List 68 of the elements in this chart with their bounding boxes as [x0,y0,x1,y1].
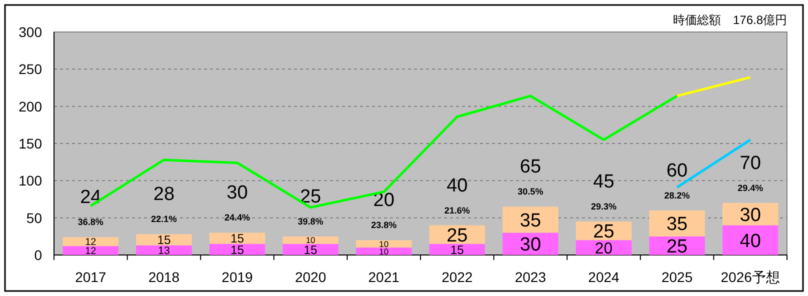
data-label: 15 [304,242,318,257]
x-tick-label: 2022 [442,269,473,285]
total-label: 40 [446,175,468,196]
y-tick-label: 100 [18,172,42,189]
data-label: 15 [157,233,171,248]
total-label: 65 [520,156,542,178]
total-label: 28 [153,184,175,206]
bar [136,234,192,246]
x-tick-label: 2023 [514,269,546,285]
bar [649,210,705,236]
x-tick-label: 2024 [588,269,620,285]
annotation: 24.4% [224,212,250,223]
bar [62,237,119,246]
bar [429,244,486,255]
data-label: 10 [379,238,389,249]
chart-title: 時価総額 176.8億円 [672,13,787,27]
total-label: 60 [666,160,688,182]
bar [502,206,558,233]
data-label: 30 [520,234,542,256]
bar [62,246,119,255]
annotation: 36.8% [78,217,104,228]
annotation: 39.8% [298,216,324,226]
x-tick-label: 2020 [294,269,326,285]
annotation: 21.6% [444,205,470,216]
annotation: 29.3% [590,202,617,212]
y-tick-label: 150 [18,136,42,152]
annotation: 30.5% [518,186,544,197]
y-tick-label: 0 [34,247,42,263]
x-tick-label: 2025 [661,269,693,285]
data-label: 30 [740,204,761,226]
bar [356,240,412,248]
bar [282,236,338,244]
data-label: 40 [740,230,761,252]
bar [209,232,266,244]
y-tick-label: 200 [18,98,42,114]
x-tick-label: 2021 [368,269,400,285]
total-label: 25 [300,186,322,208]
bar [356,248,412,255]
bar [722,225,778,255]
data-label: 10 [306,235,316,246]
x-tick-label: 2018 [148,269,180,285]
annotation: 23.8% [371,220,397,230]
data-label: 20 [594,240,613,258]
x-tick-label: 2019 [222,269,254,285]
data-label: 13 [158,245,170,258]
y-tick-label: 300 [18,24,42,40]
data-label: 12 [85,237,97,248]
annotation: 22.1% [151,214,177,224]
data-label: 35 [666,214,688,236]
bar [209,244,266,255]
data-label: 12 [85,246,97,258]
bar [722,202,778,226]
x-tick-label: 2017 [75,269,106,285]
total-label: 70 [740,152,761,174]
y-tick-label: 50 [26,210,42,226]
data-label: 25 [666,236,688,258]
data-label: 10 [379,246,389,256]
bar [502,232,558,255]
y-tick-label: 250 [18,61,42,78]
annotation: 28.2% [664,190,690,200]
x-tick-label: 2026予想 [720,269,780,285]
data-label: 35 [520,210,542,232]
bar [136,245,192,255]
data-label: 25 [593,222,614,243]
total-label: 45 [593,172,614,193]
total-label: 30 [226,182,248,204]
bar [282,244,338,255]
annotation: 29.4% [738,182,764,193]
